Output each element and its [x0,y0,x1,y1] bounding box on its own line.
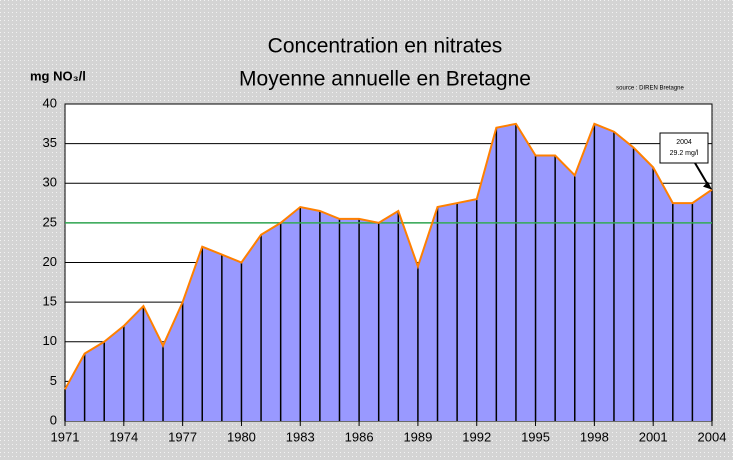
y-tick-label: 5 [50,373,57,388]
x-tick-label: 1974 [109,429,138,444]
y-tick-label: 0 [50,412,57,427]
x-tick-label: 2001 [639,429,668,444]
annotation-text: 29.2 mg/l [670,150,699,157]
x-tick-label: 1980 [227,429,256,444]
x-tick-label: 1971 [51,429,80,444]
y-tick-label: 10 [43,333,57,348]
y-tick-label: 15 [43,294,57,309]
x-tick-label: 1998 [580,429,609,444]
x-tick-label: 1977 [168,429,197,444]
annotation-arrow [694,162,710,188]
area-line [64,122,713,390]
x-tick-label: 1992 [462,429,491,444]
y-tick-label: 20 [43,254,57,269]
annotation-arrowhead [703,181,712,190]
annotation-box [659,132,709,164]
y-axis-label: mg NO₃/l [30,68,86,83]
source: source : DIREN Bretagne [616,86,684,92]
y-tick-label: 25 [43,214,57,229]
annotation-text: 2004 [676,139,692,146]
y-tick-label: 40 [43,95,57,110]
y-tick-label: 35 [43,135,57,150]
y-tick-label: 30 [43,175,57,190]
x-tick-label: 1989 [403,429,432,444]
chart-title: Concentration en nitrates [268,35,503,58]
x-tick-label: 1995 [521,429,550,444]
area-fill [65,123,712,421]
chart-subtitle: Moyenne annuelle en Bretagne [239,68,531,91]
x-tick-label: 1986 [345,429,374,444]
x-tick-label: 2004 [698,429,727,444]
x-tick-label: 1983 [286,429,315,444]
